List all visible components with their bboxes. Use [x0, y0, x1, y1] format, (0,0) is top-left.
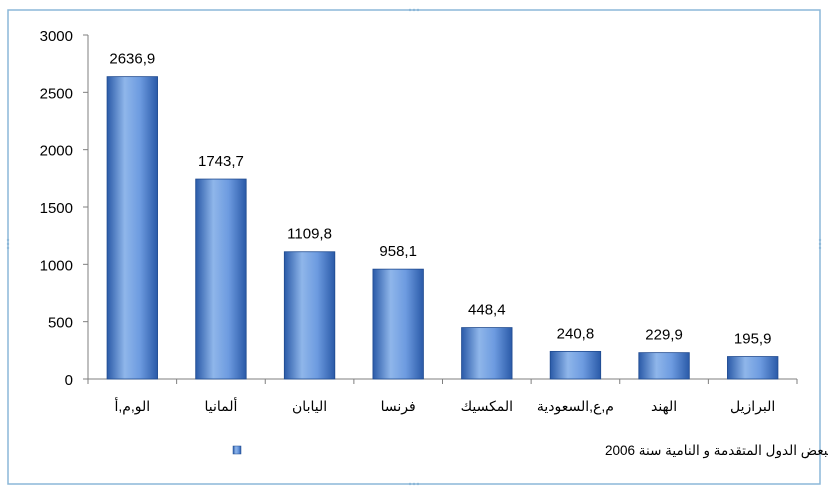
data-label: 958,1: [379, 243, 417, 260]
bar: [372, 268, 424, 380]
legend-swatch: [232, 445, 242, 455]
bar: [727, 356, 779, 380]
data-label: 448,4: [468, 302, 506, 319]
bar: [638, 352, 690, 380]
x-tick-label: البرازيل: [730, 398, 775, 415]
data-label: 195,9: [734, 331, 772, 348]
x-tick-label: الهند: [651, 398, 677, 415]
bar: [283, 251, 336, 380]
y-tick-label: 2000: [40, 143, 73, 160]
resize-handle-bottom[interactable]: [408, 482, 420, 486]
plot-area: 0 500 1000 1500 2000 2500 3000 2636,9 الو,م,أ 174…: [40, 28, 798, 415]
data-label: 229,9: [645, 327, 683, 344]
x-tick-label: ألمانيا: [204, 397, 237, 414]
y-tick-label: 500: [48, 315, 73, 332]
x-tick-label: فرنسا: [381, 398, 416, 415]
y-tick-label: 0: [65, 372, 73, 389]
y-tick-label: 3000: [40, 28, 73, 45]
data-label: 1743,7: [198, 153, 244, 170]
x-tick-label: الو,م,أ: [114, 397, 150, 415]
data-label: 2636,9: [109, 51, 155, 68]
resize-handle-top[interactable]: [408, 8, 420, 12]
x-tick-label: م,ع,السعودية: [537, 398, 614, 415]
data-label: 240,8: [557, 325, 595, 342]
resize-handle-left[interactable]: [6, 238, 10, 250]
resize-handle-right[interactable]: [818, 238, 822, 250]
bar: [195, 178, 247, 380]
x-tick-label: المكسيك: [461, 398, 514, 414]
y-tick-label: 1000: [40, 257, 73, 274]
x-tick-label: اليابان: [292, 398, 327, 414]
bar: [106, 76, 158, 380]
y-tick-label: 2500: [40, 85, 73, 102]
bar: [549, 350, 602, 380]
data-label: 1109,8: [287, 226, 332, 243]
bar: [461, 327, 513, 380]
y-tick-label: 1500: [40, 200, 73, 217]
